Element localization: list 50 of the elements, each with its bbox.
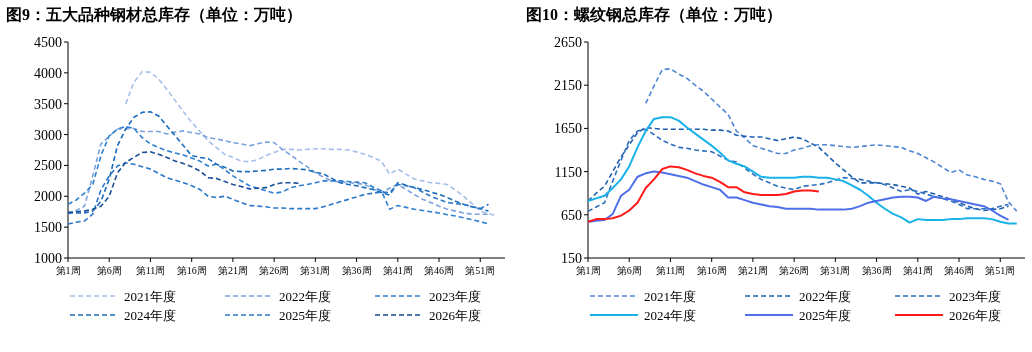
y-tick-label: 2000 bbox=[34, 189, 62, 205]
x-tick-label: 第36周 bbox=[861, 265, 892, 276]
x-tick-label: 第46周 bbox=[424, 265, 455, 276]
legend-label: 2022年度 bbox=[799, 289, 851, 304]
y-tick-label: 1500 bbox=[34, 220, 62, 236]
legend-label: 2021年度 bbox=[124, 289, 176, 304]
legend-label: 2022年度 bbox=[279, 289, 331, 304]
x-tick-label: 第51周 bbox=[465, 265, 496, 276]
x-tick-label: 第6周 bbox=[616, 265, 642, 276]
y-tick-label: 1000 bbox=[34, 251, 62, 266]
x-tick-label: 第46周 bbox=[944, 265, 975, 276]
y-tick-label: 2500 bbox=[34, 158, 62, 174]
y-tick-label: 2150 bbox=[554, 78, 582, 94]
x-tick-label: 第11周 bbox=[655, 265, 686, 276]
chart-title: 图9：五大品种钢材总库存（单位：万吨） bbox=[6, 6, 302, 24]
x-tick-label: 第6周 bbox=[96, 265, 122, 276]
x-tick-label: 第41周 bbox=[902, 265, 933, 276]
x-tick-label: 第31周 bbox=[820, 265, 851, 276]
x-tick-label: 第26周 bbox=[779, 265, 810, 276]
legend-label: 2021年度 bbox=[644, 289, 696, 304]
x-tick-label: 第41周 bbox=[382, 265, 413, 276]
legend-label: 2026年度 bbox=[429, 308, 481, 323]
x-tick-label: 第11周 bbox=[135, 265, 166, 276]
legend-label: 2023年度 bbox=[429, 289, 481, 304]
y-tick-label: 150 bbox=[561, 251, 582, 266]
legend-label: 2023年度 bbox=[949, 289, 1001, 304]
y-tick-label: 3500 bbox=[34, 96, 62, 112]
x-tick-label: 第51周 bbox=[985, 265, 1016, 276]
legend-label: 2024年度 bbox=[124, 308, 176, 323]
legend-label: 2025年度 bbox=[279, 308, 331, 323]
x-tick-label: 第31周 bbox=[300, 265, 331, 276]
chart-title: 图10：螺纹钢总库存（单位：万吨） bbox=[526, 6, 782, 24]
x-tick-label: 第21周 bbox=[217, 265, 248, 276]
legend-label: 2025年度 bbox=[799, 308, 851, 323]
y-tick-label: 650 bbox=[561, 207, 582, 223]
x-tick-label: 第1周 bbox=[55, 265, 81, 276]
x-tick-label: 第16周 bbox=[176, 265, 207, 276]
y-tick-label: 3000 bbox=[34, 127, 62, 143]
y-tick-label: 1650 bbox=[554, 121, 582, 137]
x-tick-label: 第26周 bbox=[259, 265, 290, 276]
y-tick-label: 4000 bbox=[34, 65, 62, 81]
x-tick-label: 第21周 bbox=[737, 265, 768, 276]
x-tick-label: 第36周 bbox=[341, 265, 372, 276]
legend-label: 2024年度 bbox=[644, 308, 696, 323]
x-tick-label: 第16周 bbox=[696, 265, 727, 276]
x-tick-label: 第1周 bbox=[575, 265, 601, 276]
legend-label: 2026年度 bbox=[949, 308, 1001, 323]
y-tick-label: 2650 bbox=[554, 35, 582, 50]
y-tick-label: 1150 bbox=[554, 164, 582, 180]
y-tick-label: 4500 bbox=[34, 35, 62, 50]
